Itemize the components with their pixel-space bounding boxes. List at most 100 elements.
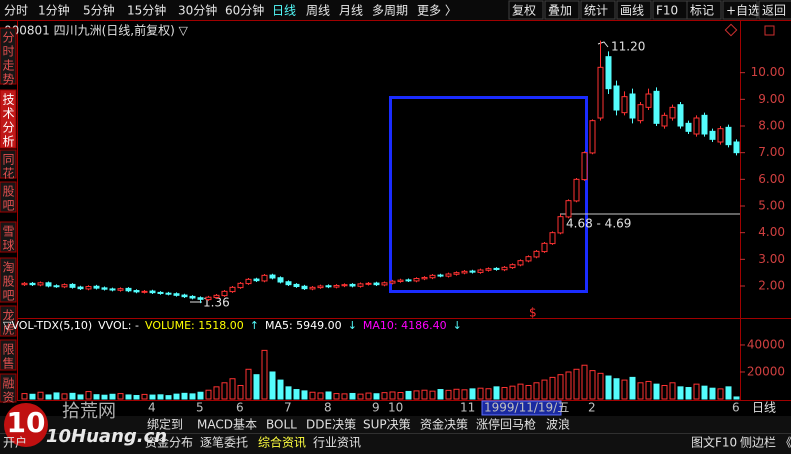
sidebar-tab[interactable]: [0, 339, 17, 371]
sidebar-tab[interactable]: [0, 373, 17, 403]
tab[interactable]: 波浪: [546, 417, 570, 432]
sidebar-label[interactable]: 分时走势: [1, 31, 15, 87]
tab[interactable]: 涨停回马枪: [476, 417, 536, 432]
candle-body: [477, 269, 484, 273]
toolbar-item[interactable]: 30分钟: [178, 3, 217, 18]
tab[interactable]: 开户: [3, 435, 27, 450]
y-tick-label: 5.00: [758, 199, 785, 213]
logo-badge: [4, 403, 48, 447]
volume-bar: [93, 394, 100, 400]
volume-bar: [325, 391, 332, 400]
tab[interactable]: 综合资讯: [258, 435, 306, 450]
tab[interactable]: 绑定到: [147, 417, 183, 432]
volume-bar: [205, 389, 212, 400]
toolbar-button-label[interactable]: 返回: [762, 4, 786, 18]
toolbar-button-label[interactable]: 标记: [690, 4, 714, 18]
tab[interactable]: 《: [780, 436, 791, 450]
toolbar-item[interactable]: 1分钟: [38, 3, 70, 18]
sidebar-tab[interactable]: [0, 89, 17, 149]
tab[interactable]: BOLL: [266, 418, 297, 432]
y-tick-label: 10.00: [751, 65, 785, 79]
sidebar-tab[interactable]: [0, 149, 17, 179]
volume-bar: [557, 374, 564, 400]
volume-bar: [653, 383, 660, 400]
tab[interactable]: 图文F10: [691, 435, 737, 450]
candle-body: [485, 268, 492, 271]
toolbar-button[interactable]: [758, 0, 791, 20]
x-tick-label: 10: [388, 401, 403, 415]
toolbar-button-label[interactable]: 复权: [512, 4, 536, 18]
volume-bar: [149, 394, 156, 400]
toolbar-button-label[interactable]: 画线: [620, 4, 644, 18]
volume-bar: [381, 392, 388, 400]
icon-diamond[interactable]: [724, 23, 738, 37]
toolbar-button[interactable]: [616, 0, 652, 20]
toolbar-button[interactable]: [722, 0, 758, 20]
sidebar-tab[interactable]: [0, 257, 17, 303]
volume-bar: [677, 386, 684, 400]
toolbar-item[interactable]: 更多 〉: [417, 4, 457, 18]
y-tick-label: 8.00: [758, 119, 785, 133]
toolbar-button[interactable]: [580, 0, 616, 20]
toolbar-button-label[interactable]: +自选: [726, 4, 760, 18]
tab-bar: [0, 416, 791, 454]
toolbar-item[interactable]: 月线: [339, 4, 363, 18]
volume-bar: [573, 368, 580, 400]
toolbar-item[interactable]: 多周期: [372, 4, 408, 18]
sidebar-label[interactable]: 淘股吧: [1, 261, 15, 303]
sidebar-tab[interactable]: [0, 221, 17, 253]
toolbar-button-label[interactable]: 统计: [584, 4, 608, 18]
toolbar-item[interactable]: 分时: [4, 4, 28, 18]
sidebar-label[interactable]: 同花: [1, 153, 15, 181]
volume-bar: [69, 392, 76, 400]
sidebar-label[interactable]: 雪球: [1, 225, 15, 253]
volume-header: VOLUME: 1518.00: [145, 319, 244, 332]
candle-body: [189, 295, 196, 299]
volume-bar: [405, 390, 412, 400]
tab[interactable]: 资金决策: [420, 417, 468, 432]
toolbar-item[interactable]: 周线: [306, 4, 330, 18]
volume-header: ↓: [453, 319, 462, 332]
tab[interactable]: SUP决策: [363, 418, 411, 432]
tab[interactable]: 行业资讯: [313, 436, 361, 450]
tab[interactable]: MACD基本: [197, 418, 257, 432]
sidebar-tab[interactable]: [0, 305, 17, 337]
toolbar-button[interactable]: [686, 0, 722, 20]
volume-header: VVOL: -: [98, 319, 139, 332]
sidebar-label[interactable]: 股吧: [1, 185, 15, 213]
icon-close[interactable]: [764, 25, 775, 36]
candle-body: [541, 242, 548, 253]
volume-bar: [461, 389, 468, 400]
tab[interactable]: 逐笔委托: [200, 435, 248, 450]
candle-body: [125, 287, 132, 292]
candle-body: [629, 93, 636, 119]
volume-bar: [621, 379, 628, 400]
toolbar-button[interactable]: [508, 0, 544, 20]
candle-body: [93, 285, 100, 289]
toolbar-button-label[interactable]: F10: [656, 4, 678, 18]
sidebar-tab[interactable]: [0, 27, 17, 85]
candle-body: [37, 282, 44, 286]
sidebar-label[interactable]: 限售: [1, 343, 15, 371]
volume-bar: [197, 391, 204, 400]
volume-header: MA5: 5949.00: [265, 319, 342, 332]
sidebar-label[interactable]: 龙虎: [1, 309, 15, 337]
candle-body: [325, 285, 332, 288]
sidebar-label[interactable]: 融资: [1, 377, 15, 405]
toolbar-item[interactable]: 日线: [272, 4, 296, 18]
sidebar-tab[interactable]: [0, 181, 17, 213]
tab[interactable]: DDE决策: [306, 418, 356, 432]
toolbar-button[interactable]: [544, 0, 580, 20]
tab[interactable]: 资金分布: [145, 435, 193, 450]
tab[interactable]: 侧边栏: [740, 435, 776, 450]
volume-bar: [629, 376, 636, 400]
toolbar-item[interactable]: 15分钟: [127, 3, 166, 18]
toolbar-item[interactable]: 5分钟: [83, 3, 115, 18]
candle-body: [109, 288, 116, 291]
toolbar-button-label[interactable]: 叠加: [548, 4, 572, 18]
toolbar-item[interactable]: 60分钟: [225, 3, 264, 18]
volume-bar: [285, 386, 292, 400]
volume-bar: [501, 387, 508, 400]
sidebar-label[interactable]: 技术分析: [1, 93, 15, 149]
